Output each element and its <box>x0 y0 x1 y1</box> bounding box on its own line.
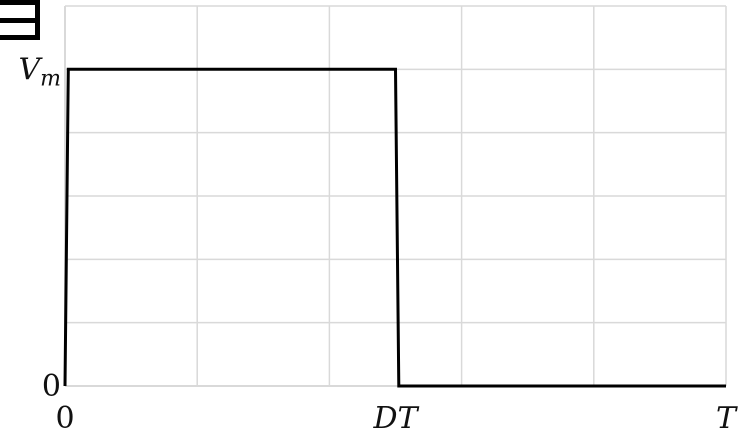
corner-mark <box>0 0 40 40</box>
tick-labels: 0 DT T 0 Vm <box>18 52 738 432</box>
x-tick-label: 0 <box>55 401 74 432</box>
x-tick-label: T <box>716 401 738 432</box>
x-tick-label: DT <box>372 401 419 432</box>
y-tick-label: 0 <box>42 369 61 404</box>
series-line-0 <box>63 67 726 388</box>
y-tick-label: Vm <box>18 52 61 91</box>
series-layer <box>63 67 726 388</box>
